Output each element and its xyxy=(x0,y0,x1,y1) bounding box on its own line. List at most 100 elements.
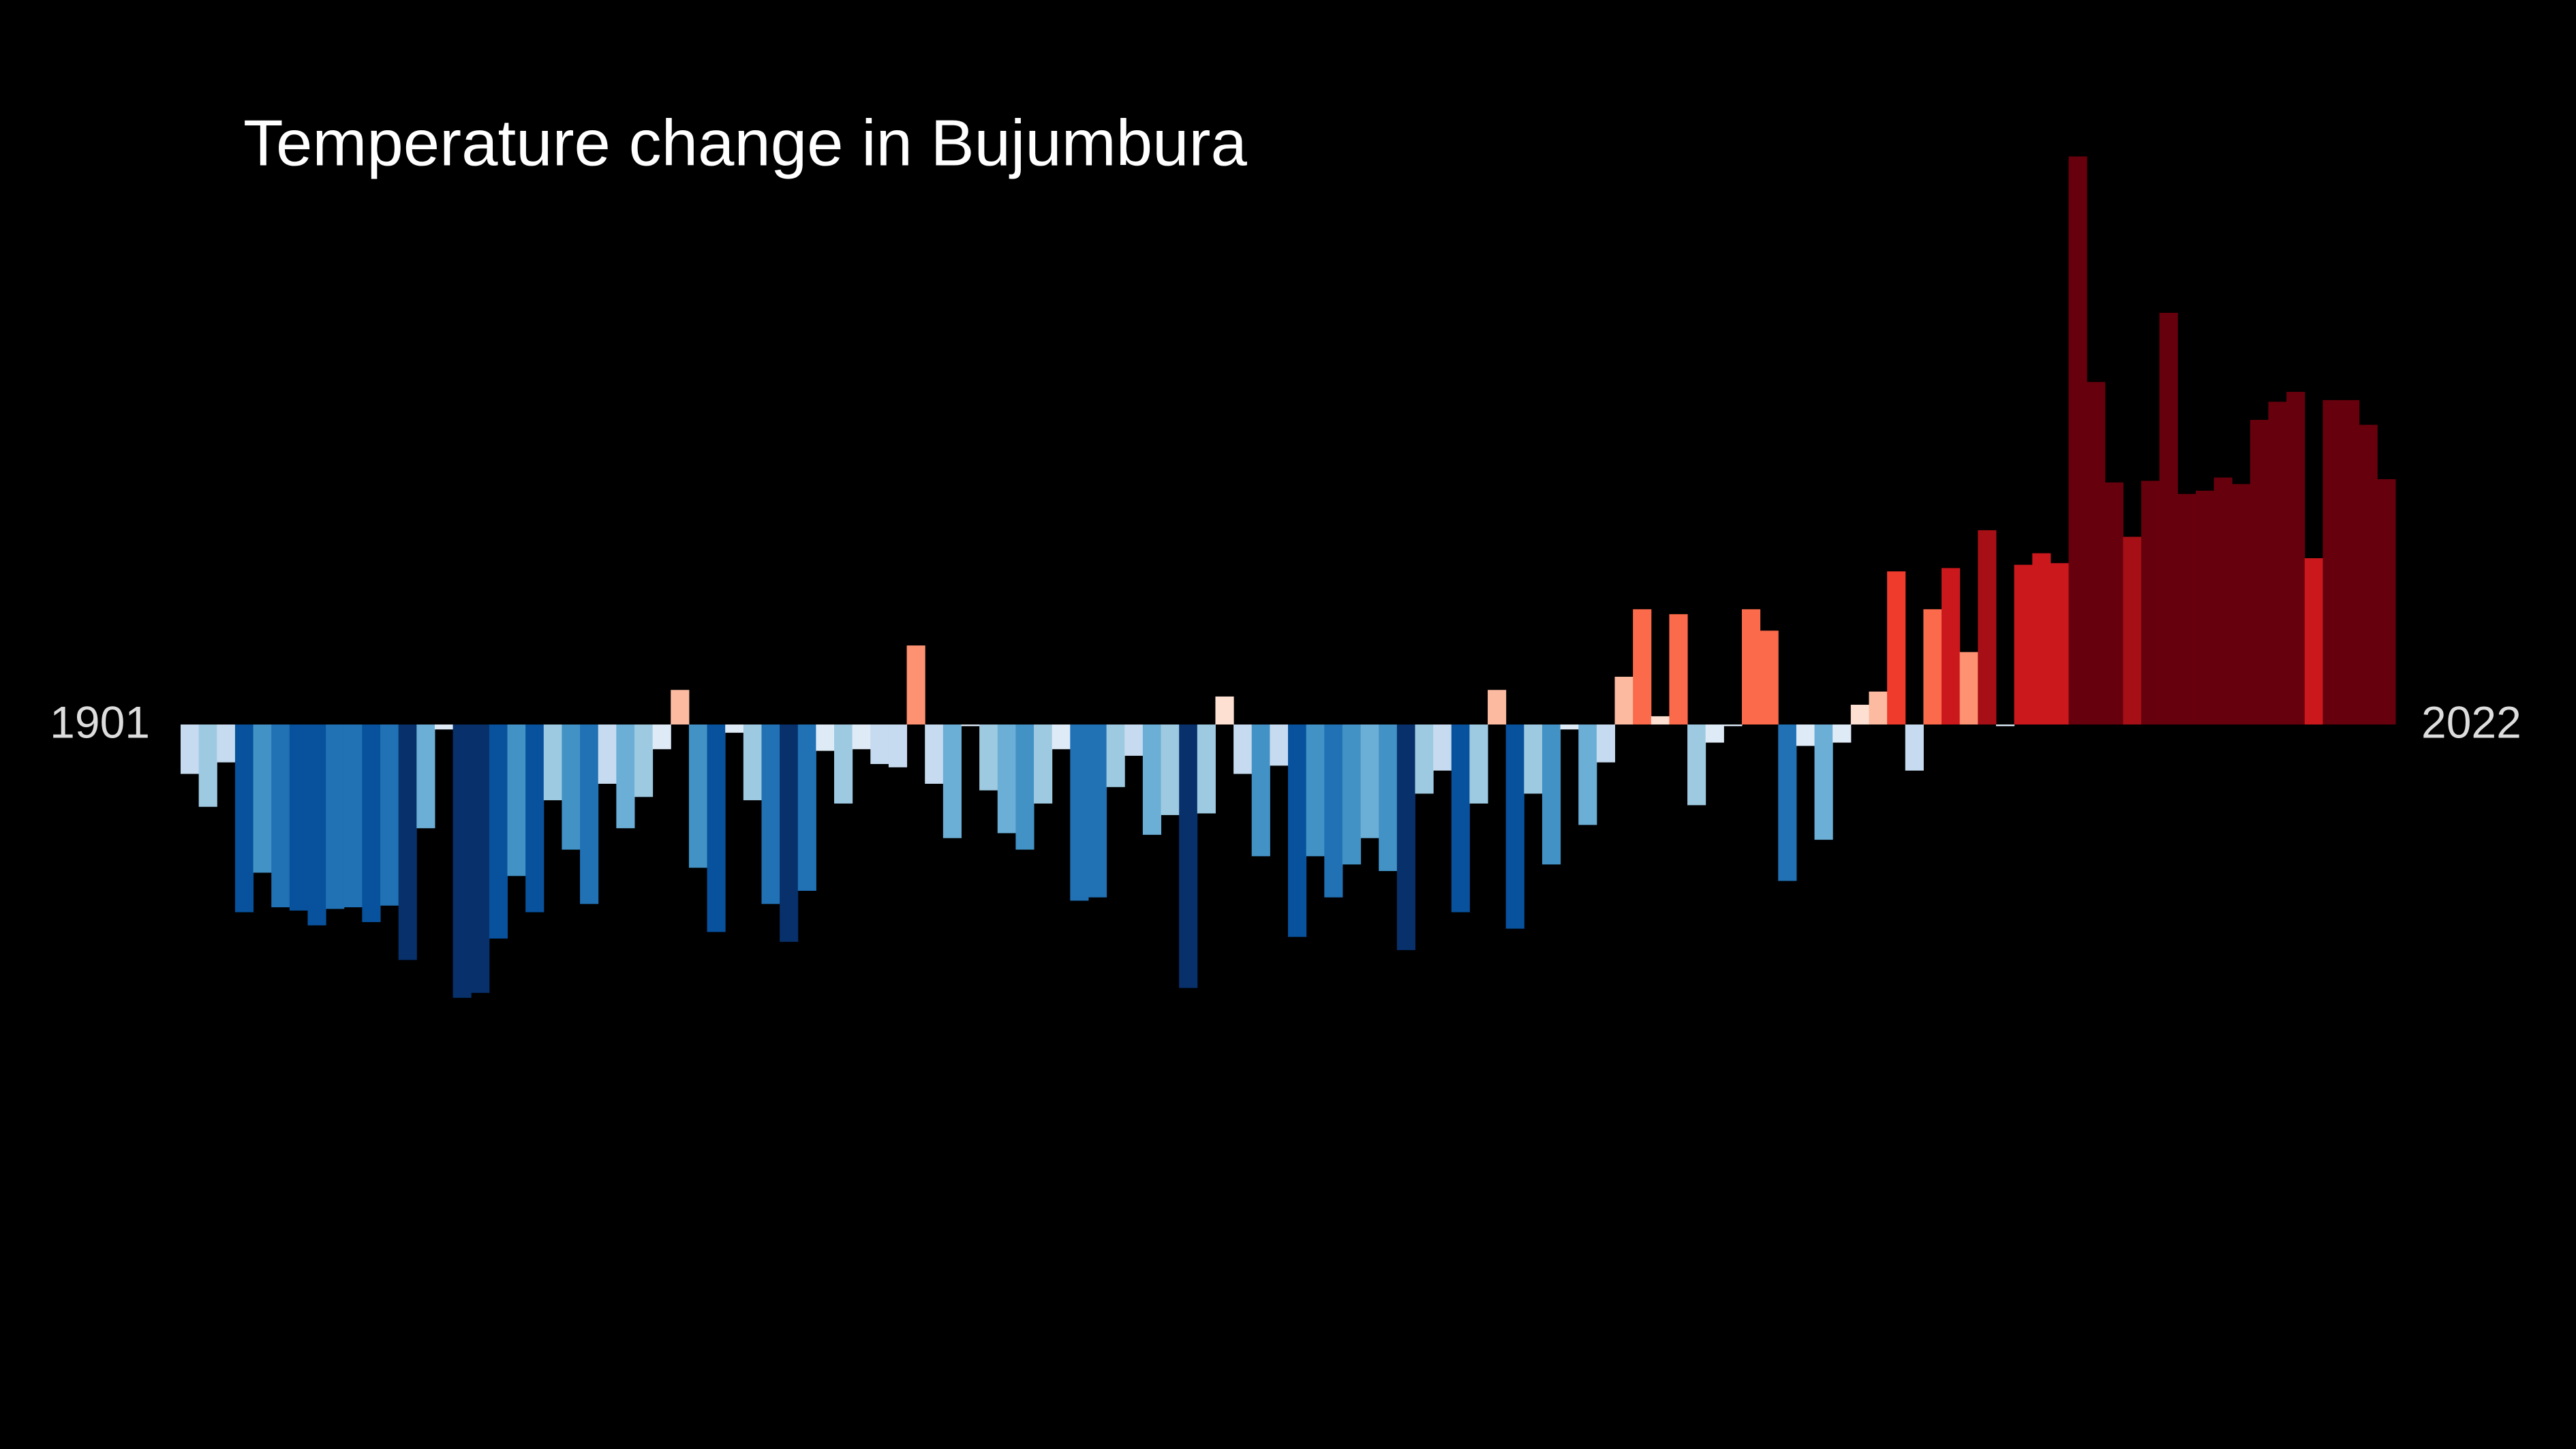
bar xyxy=(1850,705,1869,724)
bar xyxy=(2141,481,2160,724)
bar xyxy=(652,724,671,750)
bar xyxy=(725,724,744,733)
bar xyxy=(780,724,799,942)
bar xyxy=(1633,609,1652,724)
bar xyxy=(1396,724,1415,950)
bar xyxy=(961,724,980,727)
bar xyxy=(1251,724,1270,857)
bar xyxy=(1379,724,1398,872)
bar xyxy=(2032,553,2051,724)
bar xyxy=(925,724,944,784)
bar xyxy=(2268,401,2287,724)
bar xyxy=(1687,724,1706,806)
bar xyxy=(1034,724,1053,804)
bar xyxy=(1614,676,1634,724)
bar xyxy=(1015,724,1034,850)
bar xyxy=(979,724,998,791)
bar xyxy=(1106,724,1125,787)
bar xyxy=(1995,724,2015,727)
bar xyxy=(181,724,200,774)
bar xyxy=(1342,724,1362,865)
bar xyxy=(489,724,508,939)
bar xyxy=(906,645,925,724)
bar xyxy=(997,724,1016,834)
bar xyxy=(507,724,526,876)
bar xyxy=(1233,724,1253,774)
bar xyxy=(234,724,254,913)
bar xyxy=(616,724,635,829)
bar xyxy=(2050,563,2069,724)
bar xyxy=(1741,609,1761,724)
bar xyxy=(1651,716,1670,724)
bar xyxy=(1469,724,1488,804)
bar xyxy=(1814,724,1833,840)
bar xyxy=(797,724,816,891)
bar xyxy=(834,724,853,804)
bar xyxy=(634,724,654,797)
bar xyxy=(2087,382,2106,724)
bar xyxy=(362,724,381,922)
bar xyxy=(598,724,617,784)
chart-title: Temperature change in Bujumbura xyxy=(243,106,1247,179)
bar xyxy=(2177,493,2196,724)
bar xyxy=(2195,490,2215,724)
bar xyxy=(1415,724,1434,794)
bar xyxy=(562,724,581,850)
bar xyxy=(2286,391,2305,724)
bar xyxy=(1505,724,1524,929)
bar xyxy=(816,724,835,751)
bar xyxy=(1524,724,1543,794)
bar xyxy=(1324,724,1343,898)
bar xyxy=(1215,696,1234,724)
bar xyxy=(2014,564,2033,724)
bar xyxy=(1433,724,1452,771)
bar xyxy=(1578,724,1597,825)
bar xyxy=(942,724,962,838)
bar xyxy=(1197,724,1216,814)
bar xyxy=(1596,724,1616,763)
bar xyxy=(2359,425,2378,724)
bar xyxy=(1723,724,1743,727)
bar xyxy=(453,724,472,998)
bar xyxy=(326,724,345,909)
bar xyxy=(1488,690,1507,724)
bar xyxy=(852,724,871,750)
bar xyxy=(416,724,435,829)
bar xyxy=(761,724,780,904)
bar xyxy=(1142,724,1162,835)
bar xyxy=(253,724,272,873)
bar xyxy=(271,724,290,908)
bar xyxy=(707,724,726,932)
bar xyxy=(217,724,236,763)
bar xyxy=(1869,691,1888,724)
bar xyxy=(1796,724,1815,746)
bar xyxy=(2377,479,2396,724)
bar xyxy=(580,724,599,904)
bar xyxy=(1542,724,1561,865)
bar xyxy=(888,724,908,767)
bar xyxy=(688,724,708,868)
bar xyxy=(1959,652,1978,724)
bar xyxy=(434,724,454,730)
bar xyxy=(2341,400,2360,724)
bar xyxy=(1179,724,1198,988)
bar xyxy=(2322,400,2342,724)
bar xyxy=(1088,724,1107,898)
bar xyxy=(1124,724,1144,756)
bar xyxy=(2123,536,2142,724)
bar xyxy=(1070,724,1089,901)
bar xyxy=(1887,571,1906,724)
bar xyxy=(1669,614,1688,724)
bar xyxy=(1360,724,1379,838)
bar xyxy=(1905,724,1924,771)
bar xyxy=(2232,484,2251,724)
bar xyxy=(1451,724,1470,913)
bar xyxy=(1306,724,1325,857)
bar xyxy=(525,724,545,913)
bar xyxy=(307,724,326,926)
bar xyxy=(1978,530,1997,724)
bar xyxy=(343,724,363,908)
bar xyxy=(1833,724,1852,743)
bar xyxy=(1560,724,1579,730)
